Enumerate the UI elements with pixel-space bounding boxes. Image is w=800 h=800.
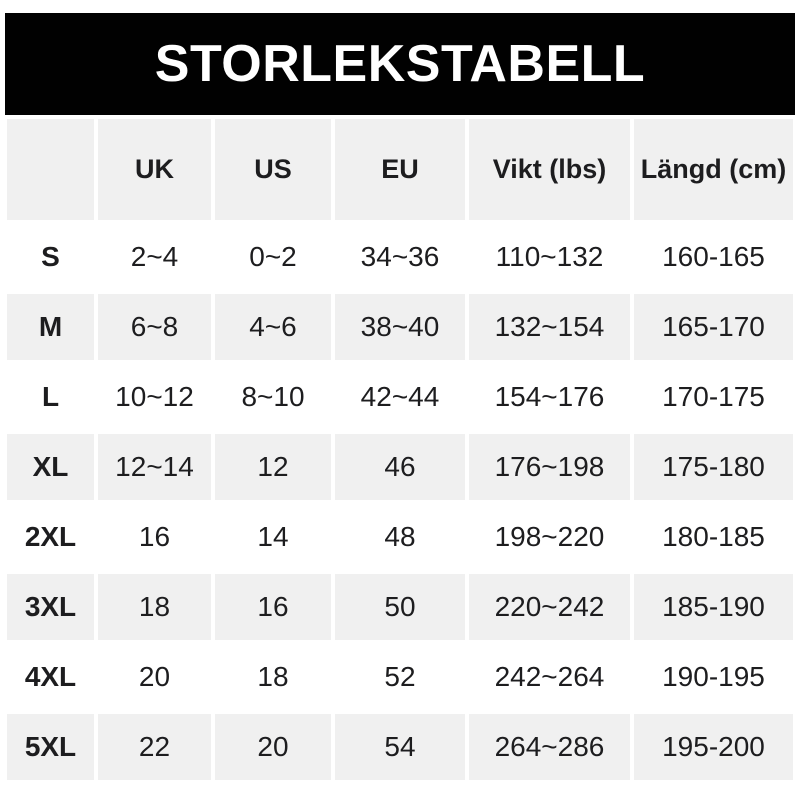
size-cell: M [7,294,94,360]
uk-cell: 20 [98,644,211,710]
uk-cell: 18 [98,574,211,640]
uk-cell: 6~8 [98,294,211,360]
eu-cell: 46 [335,434,465,500]
langd-cell: 160-165 [634,224,793,290]
vikt-cell: 154~176 [469,364,630,430]
uk-cell: 12~14 [98,434,211,500]
vikt-cell: 110~132 [469,224,630,290]
us-cell: 12 [215,434,331,500]
eu-cell: 42~44 [335,364,465,430]
eu-cell: 38~40 [335,294,465,360]
us-cell: 8~10 [215,364,331,430]
us-cell: 20 [215,714,331,780]
vikt-cell: 198~220 [469,504,630,570]
langd-cell: 165-170 [634,294,793,360]
size-cell: L [7,364,94,430]
table-row: 3XL 18 16 50 220~242 185-190 [7,574,793,640]
vikt-cell: 242~264 [469,644,630,710]
uk-cell: 16 [98,504,211,570]
table-header-row: UK US EU Vikt (lbs) Längd (cm) [7,119,793,220]
vikt-cell: 176~198 [469,434,630,500]
eu-cell: 52 [335,644,465,710]
vikt-cell: 220~242 [469,574,630,640]
header-vikt: Vikt (lbs) [469,119,630,220]
page-title: STORLEKSTABELL [154,35,646,93]
eu-cell: 34~36 [335,224,465,290]
langd-cell: 185-190 [634,574,793,640]
uk-cell: 10~12 [98,364,211,430]
table-row: M 6~8 4~6 38~40 132~154 165-170 [7,294,793,360]
langd-cell: 190-195 [634,644,793,710]
eu-cell: 54 [335,714,465,780]
size-cell: 2XL [7,504,94,570]
size-cell: S [7,224,94,290]
vikt-cell: 264~286 [469,714,630,780]
size-cell: 5XL [7,714,94,780]
uk-cell: 22 [98,714,211,780]
header-eu: EU [335,119,465,220]
langd-cell: 170-175 [634,364,793,430]
size-cell: 3XL [7,574,94,640]
table-row: 4XL 20 18 52 242~264 190-195 [7,644,793,710]
header-uk: UK [98,119,211,220]
table-row: 5XL 22 20 54 264~286 195-200 [7,714,793,780]
vikt-cell: 132~154 [469,294,630,360]
us-cell: 0~2 [215,224,331,290]
table-row: L 10~12 8~10 42~44 154~176 170-175 [7,364,793,430]
size-chart-table: UK US EU Vikt (lbs) Längd (cm) S 2~4 0~2 34… [3,115,797,784]
table-row: S 2~4 0~2 34~36 110~132 160-165 [7,224,793,290]
table-row: XL 12~14 12 46 176~198 175-180 [7,434,793,500]
header-us: US [215,119,331,220]
header-langd: Längd (cm) [634,119,793,220]
size-cell: XL [7,434,94,500]
us-cell: 4~6 [215,294,331,360]
eu-cell: 50 [335,574,465,640]
us-cell: 18 [215,644,331,710]
header-size [7,119,94,220]
uk-cell: 2~4 [98,224,211,290]
table-row: 2XL 16 14 48 198~220 180-185 [7,504,793,570]
langd-cell: 195-200 [634,714,793,780]
langd-cell: 175-180 [634,434,793,500]
us-cell: 14 [215,504,331,570]
title-banner: STORLEKSTABELL [5,13,795,115]
table-body: S 2~4 0~2 34~36 110~132 160-165 M 6~8 4~6 38~40 13… [7,224,793,780]
langd-cell: 180-185 [634,504,793,570]
size-cell: 4XL [7,644,94,710]
eu-cell: 48 [335,504,465,570]
us-cell: 16 [215,574,331,640]
